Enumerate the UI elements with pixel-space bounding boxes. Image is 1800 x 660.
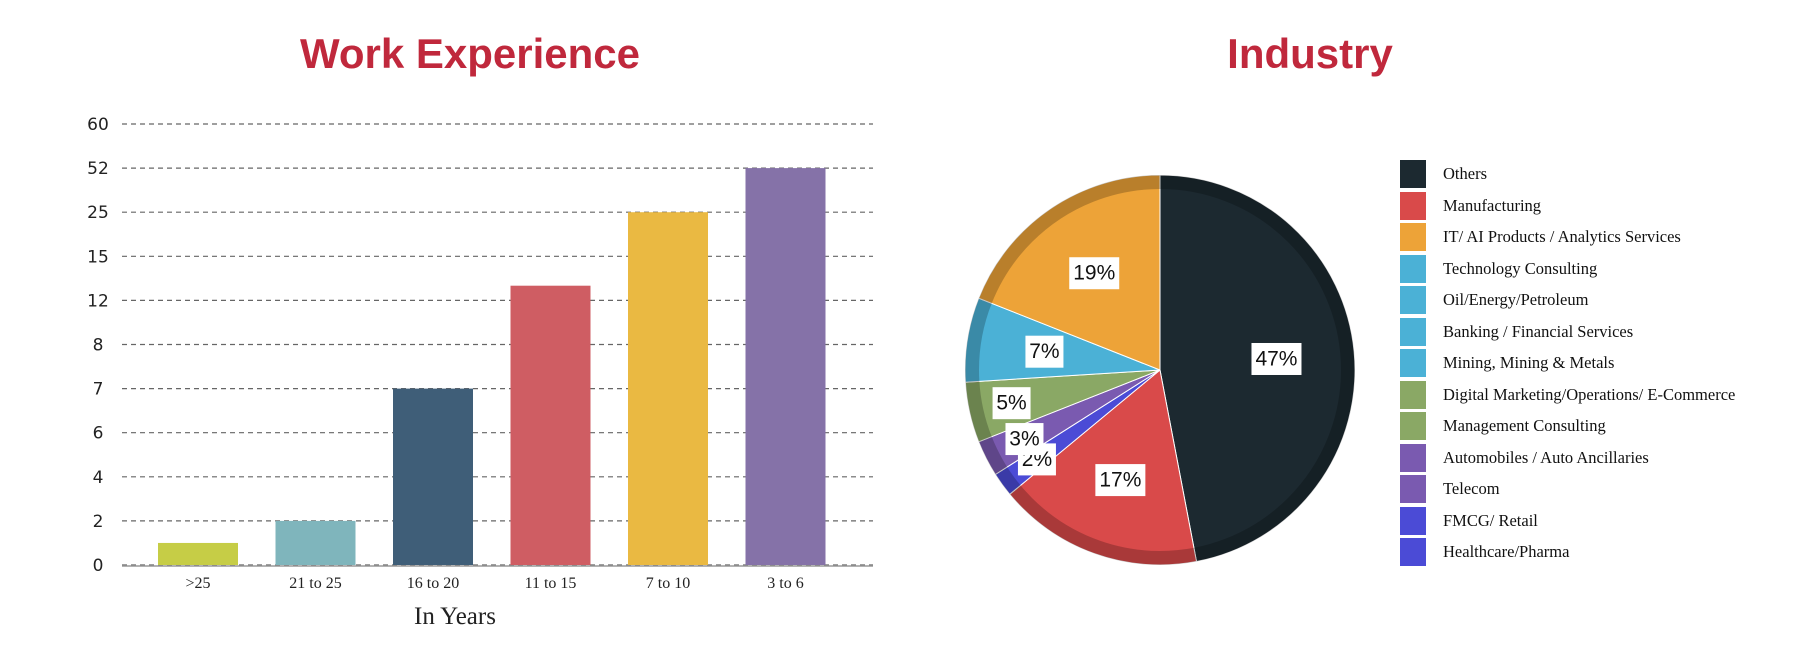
legend-label: Telecom	[1443, 479, 1500, 498]
legend-label: IT/ AI Products / Analytics Services	[1443, 227, 1681, 246]
legend-swatch	[1400, 412, 1426, 440]
x-tick-label: 7 to 10	[646, 575, 690, 592]
bar	[628, 212, 708, 565]
legend-swatch	[1400, 160, 1426, 188]
bar	[393, 388, 473, 565]
bar	[745, 168, 826, 565]
y-tick-label: 6	[93, 424, 104, 444]
bar	[158, 542, 238, 565]
data-label: 17%	[1099, 469, 1141, 492]
industry-title: Industry	[1227, 30, 1393, 77]
y-tick-label: 52	[87, 159, 109, 179]
y-tick-label: 2	[93, 512, 104, 532]
legend-swatch	[1400, 286, 1426, 314]
legend-label: Digital Marketing/Operations/ E-Commerce	[1443, 384, 1736, 404]
legend-label: Management Consulting	[1443, 416, 1606, 435]
legend-swatch	[1400, 254, 1426, 283]
legend-item: Banking / Financial Services	[1400, 317, 1790, 350]
legend-swatch	[1400, 443, 1426, 472]
industry-pie-chart: 47%17%2%3%5%7%19%	[964, 174, 1356, 566]
legend-item: FMCG/ Retail	[1400, 506, 1790, 539]
y-tick-label: 15	[87, 247, 109, 267]
legend-label: Healthcare/Pharma	[1443, 542, 1570, 561]
data-label-box	[1025, 335, 1064, 368]
y-tick-label: 25	[87, 203, 109, 223]
y-tick-label: 60	[87, 115, 109, 135]
industry-legend: Others Manufacturing IT/ AI Products / Ana…	[1400, 160, 1790, 570]
legend-item: Healthcare/Pharma	[1400, 538, 1790, 570]
legend-item: IT/ AI Products / Analytics Services	[1400, 223, 1790, 255]
legend-item: Others	[1400, 160, 1790, 192]
y-tick-label: 0	[93, 556, 104, 576]
x-tick-label: 11 to 15	[525, 575, 577, 592]
y-tick-label: 4	[93, 468, 104, 488]
legend-label: FMCG/ Retail	[1443, 510, 1538, 530]
data-label-box	[1251, 342, 1302, 375]
x-tick-label: 16 to 20	[407, 575, 459, 592]
data-label-box	[1005, 423, 1044, 456]
bar	[510, 285, 591, 565]
data-label: 47%	[1255, 347, 1297, 370]
legend-item: Digital Marketing/Operations/ E-Commerce	[1400, 380, 1790, 413]
legend-label: Banking / Financial Services	[1443, 321, 1634, 341]
legend-label: Automobiles / Auto Ancillaries	[1443, 447, 1649, 467]
work-experience-bar-chart: 0 2 4 6 7 8 12 15 25 52 60 >25 21 to 25 16 to 20 11 t…	[87, 115, 873, 630]
legend-swatch	[1400, 475, 1426, 503]
x-tick-label: >25	[185, 575, 210, 592]
y-tick-label: 12	[87, 291, 109, 311]
legend-item: Automobiles / Auto Ancillaries	[1400, 443, 1790, 476]
x-axis-label: In Years	[414, 603, 496, 630]
data-label-box	[1095, 464, 1146, 497]
legend-swatch	[1400, 380, 1426, 409]
legend-label: Technology Consulting	[1443, 258, 1598, 278]
legend-label: Manufacturing	[1443, 195, 1542, 215]
pie-rim	[965, 175, 1355, 565]
y-tick-label: 7	[93, 380, 104, 400]
legend-item: Telecom	[1400, 475, 1790, 507]
data-label-box	[1069, 257, 1120, 290]
legend-label: Mining, Mining & Metals	[1443, 353, 1615, 372]
work-experience-title: Work Experience	[299, 30, 641, 77]
y-tick-label: 8	[93, 336, 104, 356]
legend-swatch	[1400, 317, 1426, 346]
legend-swatch	[1400, 506, 1426, 535]
data-label: 3%	[1009, 428, 1039, 451]
data-label-box	[992, 387, 1031, 420]
legend-swatch	[1400, 223, 1426, 251]
legend-label: Others	[1443, 164, 1487, 183]
x-tick-label: 21 to 25	[289, 575, 341, 592]
legend-label: Oil/Energy/Petroleum	[1443, 290, 1589, 309]
data-label: 19%	[1073, 262, 1115, 285]
x-tick-label: 3 to 6	[767, 575, 803, 592]
legend-swatch	[1400, 191, 1426, 220]
legend-item: Manufacturing	[1400, 191, 1790, 224]
legend-item: Management Consulting	[1400, 412, 1790, 444]
legend-item: Oil/Energy/Petroleum	[1400, 286, 1790, 318]
bar	[275, 520, 356, 565]
legend-swatch	[1400, 538, 1426, 566]
legend-swatch	[1400, 349, 1426, 377]
data-label: 7%	[1029, 340, 1059, 363]
legend-item: Technology Consulting	[1400, 254, 1790, 287]
data-label: 5%	[996, 392, 1026, 415]
legend-item: Mining, Mining & Metals	[1400, 349, 1790, 381]
